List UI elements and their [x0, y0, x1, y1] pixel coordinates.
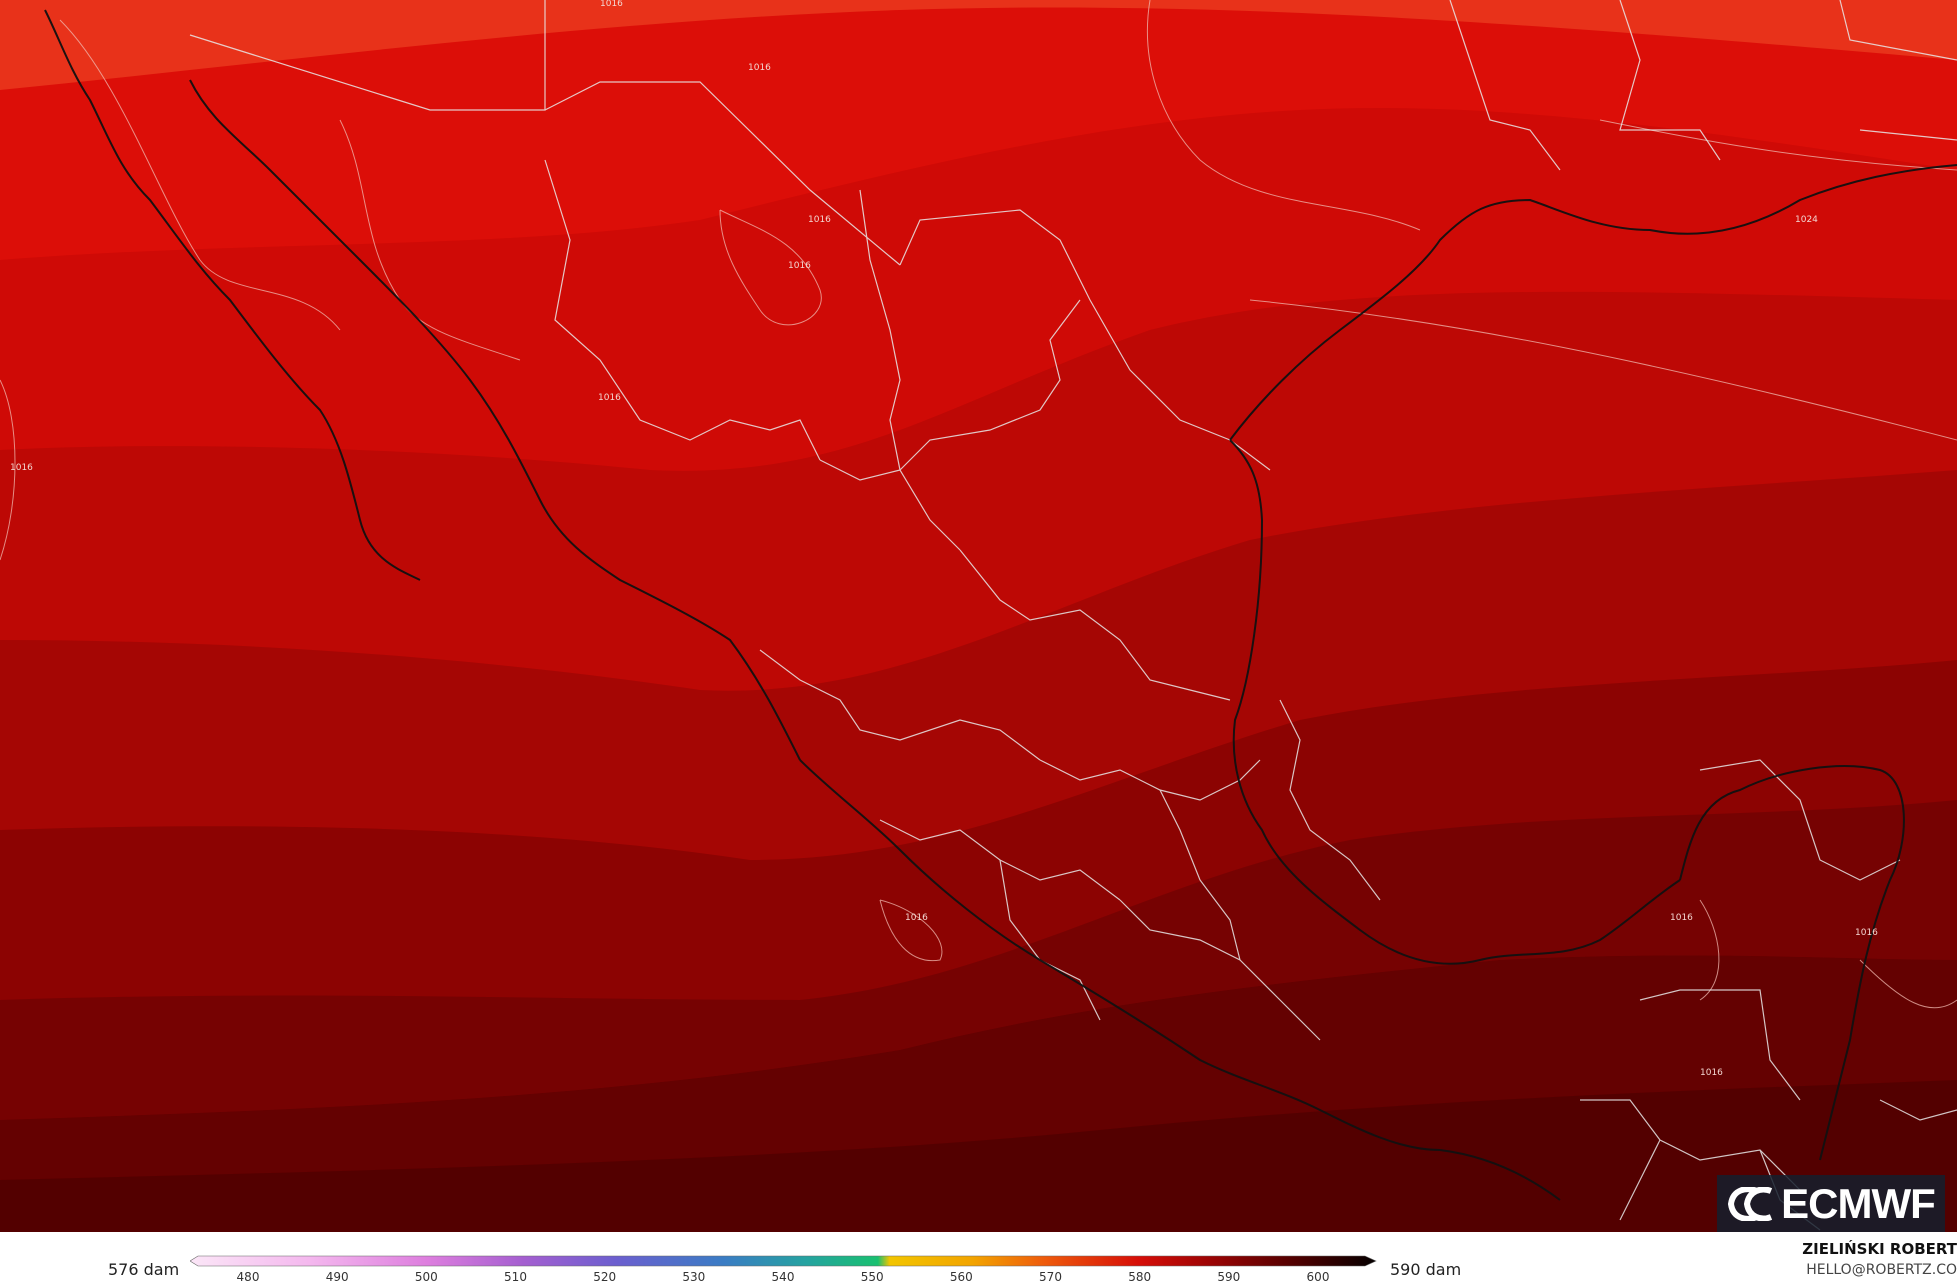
isobar-label: 1016 — [1855, 928, 1878, 938]
colorbar-tick-label: 550 — [861, 1270, 884, 1284]
isobar-lines — [0, 0, 1957, 1009]
isobar-label: 1016 — [1700, 1068, 1723, 1078]
colorbar-tick-label: 490 — [326, 1270, 349, 1284]
isobar-label: 1016 — [1670, 913, 1693, 923]
colorbar-tick-label: 540 — [772, 1270, 795, 1284]
legend-right-label: 590 dam — [1390, 1260, 1462, 1279]
ecmwf-logo-text: ECMWF — [1781, 1179, 1936, 1227]
coastline-lines — [44, 9, 1957, 1201]
isobar-label: 1016 — [10, 463, 33, 473]
band-9 — [0, 1080, 1957, 1232]
colorbar-ticks: 480 490 500 510 520 530 540 550 560 570 580 590 600 — [237, 1270, 1330, 1284]
border-lines — [189, 0, 1957, 1231]
colorbar-tick-label: 480 — [237, 1270, 260, 1284]
colorbar-tick-label: 510 — [504, 1270, 527, 1284]
map-area: 1016 1016 1016 1016 1016 1016 1016 1016 … — [0, 0, 1957, 1232]
isobar-label: 1016 — [598, 393, 621, 403]
legend-bar: 576 dam 480 490 500 510 520 530 540 — [0, 1232, 1957, 1287]
isobar-label: 1016 — [808, 215, 831, 225]
isobar-label: 1016 — [905, 913, 928, 923]
author-credit: ZIELIŃSKI ROBERT HELLO@ROBERTZ.CO — [1802, 1240, 1957, 1278]
colorbar-gradient — [190, 1255, 1377, 1267]
colorbar: 480 490 500 510 520 530 540 550 560 570 580 590 600 — [190, 1255, 1377, 1284]
colorbar-tick-label: 600 — [1307, 1270, 1330, 1284]
ecmwf-logo-icon — [1728, 1186, 1773, 1221]
colorbar-tick-label: 530 — [682, 1270, 705, 1284]
isobar-label: 1016 — [748, 63, 771, 73]
ecmwf-logo: ECMWF — [1717, 1175, 1945, 1232]
colorbar-tick-label: 500 — [415, 1270, 438, 1284]
colorbar-tick-label: 520 — [593, 1270, 616, 1284]
colorbar-tick-label: 590 — [1217, 1270, 1240, 1284]
colorbar-tick-label: 570 — [1039, 1270, 1062, 1284]
geopotential-map: 1016 1016 1016 1016 1016 1016 1016 1016 … — [0, 0, 1957, 1232]
isobar-label: 1016 — [600, 0, 623, 9]
author-email: HELLO@ROBERTZ.CO — [1806, 1262, 1957, 1278]
colorbar-tick-label: 580 — [1128, 1270, 1151, 1284]
isobar-label: 1016 — [788, 261, 811, 271]
colorbar-tick-label: 560 — [950, 1270, 973, 1284]
legend-left-label: 576 dam — [108, 1260, 180, 1279]
author-name: ZIELIŃSKI ROBERT — [1802, 1240, 1957, 1258]
isobar-label: 1024 — [1795, 215, 1818, 225]
